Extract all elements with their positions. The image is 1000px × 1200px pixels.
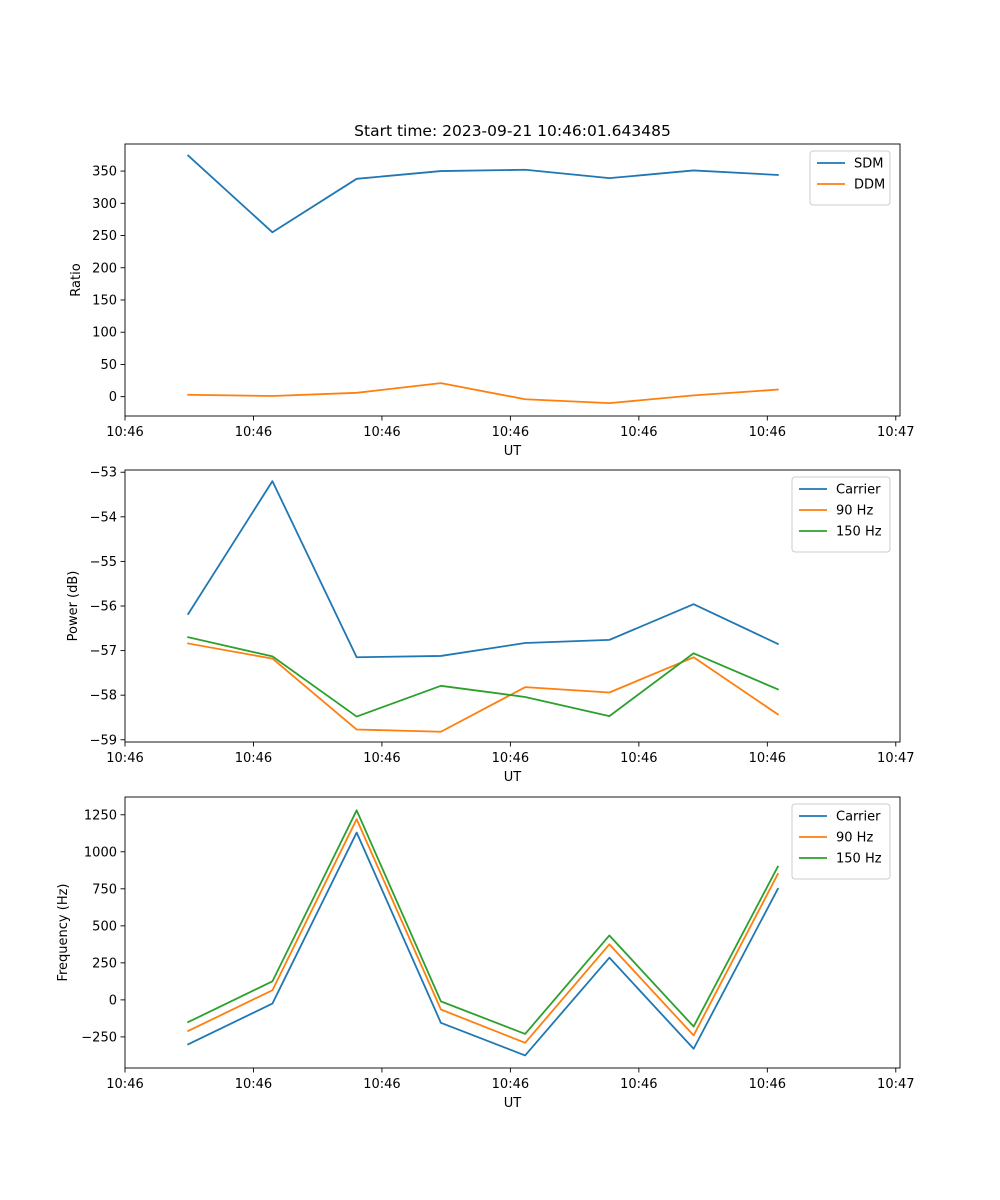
x-tick-label: 10:46 (235, 751, 272, 766)
axes-frame (124, 796, 901, 1069)
y-tick-label: 50 (100, 358, 117, 373)
series-line-150-hz (186, 809, 780, 1035)
y-tick-label: 350 (92, 165, 117, 180)
x-tick-label: 10:46 (363, 751, 400, 766)
x-tick-label: 10:46 (620, 425, 657, 440)
legend-label: 150 Hz (836, 852, 882, 867)
y-tick-label: 500 (92, 919, 117, 934)
x-tick-label: 10:47 (877, 425, 914, 440)
chart-panel-3: 10:46 10:46 10:46 10:46 10:46 10:46 10:47 −250 0… (56, 796, 915, 1111)
x-tick-label: 10:46 (620, 751, 657, 766)
chart-panel-2: 10:46 10:46 10:46 10:46 10:46 10:46 10:47 −59 −5… (66, 466, 915, 785)
y-tick-label: 750 (92, 882, 117, 897)
legend-label: DDM (854, 178, 885, 193)
y-axis-label: Power (dB) (66, 571, 81, 642)
y-tick-label: 1000 (84, 845, 117, 860)
x-tick-label: 10:46 (363, 425, 400, 440)
x-axis-label: UT (504, 1096, 522, 1111)
legend: Carrier 90 Hz 150 Hz (791, 803, 891, 880)
x-tick-label: 10:46 (749, 751, 786, 766)
x-tick-label: 10:46 (106, 1077, 143, 1092)
legend: Carrier 90 Hz 150 Hz (791, 476, 891, 553)
legend-box (809, 150, 891, 206)
y-tick-label: −57 (90, 644, 117, 659)
x-tick-label: 10:46 (492, 1077, 529, 1092)
x-tick-label: 10:46 (749, 1077, 786, 1092)
legend: SDM DDM (809, 150, 891, 206)
y-tick-label: 1250 (84, 808, 117, 823)
x-tick-label: 10:46 (363, 1077, 400, 1092)
y-tick-label: 0 (109, 993, 117, 1008)
y-tick-label: −54 (90, 510, 117, 525)
x-tick-label: 10:46 (235, 425, 272, 440)
x-tick-label: 10:46 (749, 425, 786, 440)
y-tick-label: −59 (90, 733, 117, 748)
x-tick-label: 10:46 (106, 751, 143, 766)
x-tick-label: 10:46 (106, 425, 143, 440)
legend-box (791, 476, 891, 553)
y-tick-label: −250 (81, 1030, 117, 1045)
legend-label: 150 Hz (836, 525, 882, 540)
y-tick-label: 250 (92, 229, 117, 244)
legend-label: 90 Hz (836, 831, 873, 846)
y-tick-label: −56 (90, 600, 117, 615)
x-axis-label: UT (504, 770, 522, 785)
series-line-150-hz (187, 636, 780, 718)
series-line-carrier (186, 831, 780, 1057)
x-tick-label: 10:46 (235, 1077, 272, 1092)
x-tick-label: 10:47 (877, 751, 914, 766)
legend-label: 90 Hz (836, 504, 873, 519)
legend-label: Carrier (836, 810, 881, 825)
y-tick-label: 150 (92, 293, 117, 308)
x-tick-label: 10:46 (620, 1077, 657, 1092)
y-axis-label: Frequency (Hz) (56, 883, 71, 981)
y-tick-label: 100 (92, 326, 117, 341)
y-tick-label: −55 (90, 555, 117, 570)
series-line-90-hz (186, 818, 780, 1044)
series-line-carrier (186, 480, 780, 659)
series-line-sdm (186, 154, 779, 234)
series-line-ddm (187, 382, 779, 405)
y-tick-label: −58 (90, 689, 117, 704)
chart-title: Start time: 2023-09-21 10:46:01.643485 (354, 122, 671, 140)
legend-label: Carrier (836, 483, 881, 498)
y-tick-label: 0 (109, 390, 117, 405)
y-tick-label: 300 (92, 197, 117, 212)
chart-panel-1: 10:46 10:46 10:46 10:46 10:46 10:46 10:47 0 50 10… (69, 122, 915, 459)
x-axis-label: UT (504, 444, 522, 459)
y-tick-label: 250 (92, 956, 117, 971)
x-tick-label: 10:47 (877, 1077, 914, 1092)
y-axis-label: Ratio (69, 263, 84, 296)
x-tick-label: 10:46 (492, 751, 529, 766)
x-tick-label: 10:46 (492, 425, 529, 440)
legend-box (791, 803, 891, 880)
y-tick-label: −53 (90, 466, 117, 481)
axes-frame (124, 143, 901, 417)
y-tick-label: 200 (92, 261, 117, 276)
legend-label: SDM (854, 157, 883, 172)
